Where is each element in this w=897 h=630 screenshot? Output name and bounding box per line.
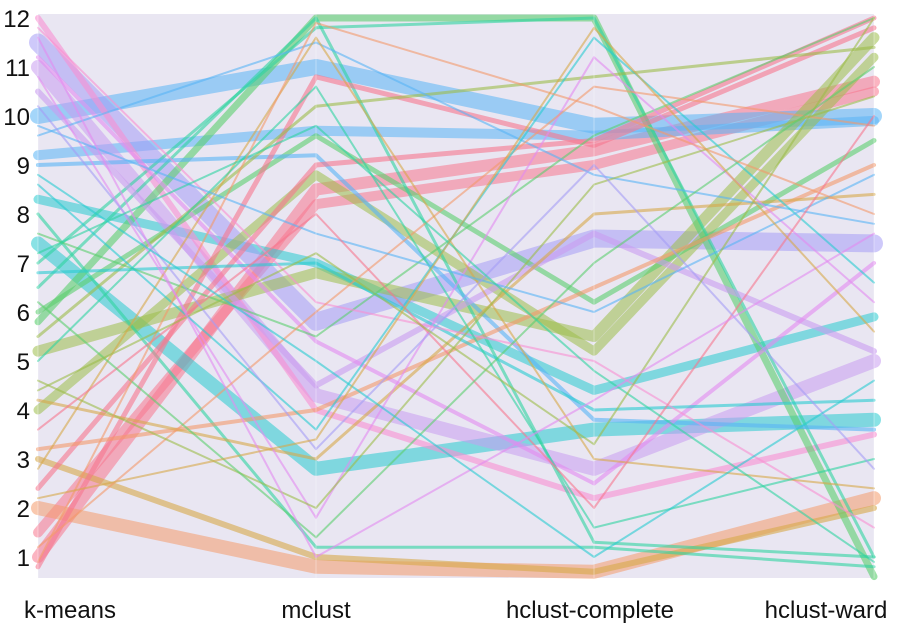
y-tick-label: 4 [17,398,30,425]
series-line-28 [37,17,875,338]
y-tick-label: 5 [17,349,30,376]
y-tick-label: 8 [17,202,30,229]
series-line-26 [36,45,876,338]
axis-title-4: hclust-ward [765,597,888,624]
series-line-37 [37,124,875,313]
series-line-11 [35,456,877,575]
series-lines [29,14,883,581]
series-line-41 [37,124,875,563]
series-line-21 [36,55,876,486]
series-line-29 [37,41,875,225]
axis-title-1: k-means [24,597,116,624]
axis-title-2: mclust [281,597,351,624]
series-line-8 [31,60,881,476]
axis-titles: k-means mclust hclust-complete hclust-ward [24,597,887,624]
y-tick-label: 7 [17,251,30,278]
series-line-39 [37,66,875,539]
series-line-10 [31,491,881,579]
series-line-13 [32,32,880,357]
y-tick-label: 1 [17,545,30,572]
y-tick-label: 12 [3,6,30,33]
series-line-31 [37,26,875,529]
series-line-4 [33,115,879,161]
series-line-20 [35,88,877,389]
series-line-45 [37,173,875,558]
series-line-14 [34,14,878,581]
series-line-46 [37,26,875,500]
axis-title-3: hclust-complete [506,597,674,624]
series-line-44 [37,36,875,558]
y-tick-label: 6 [17,300,30,327]
series-line-3 [30,59,882,134]
y-tick-label: 11 [5,55,30,82]
y-tick-label: 2 [17,496,30,523]
y-tick-label: 9 [17,153,30,180]
y-tick-label: 3 [17,447,30,474]
series-line-18 [36,212,876,569]
series-line-42 [37,21,875,563]
series-line-32 [37,85,875,549]
series-line-16 [36,16,876,559]
axis-lines [37,14,875,578]
y-tick-label: 10 [3,104,30,131]
series-line-34 [37,95,875,509]
series-line-43 [37,17,875,446]
series-line-17 [36,16,876,559]
